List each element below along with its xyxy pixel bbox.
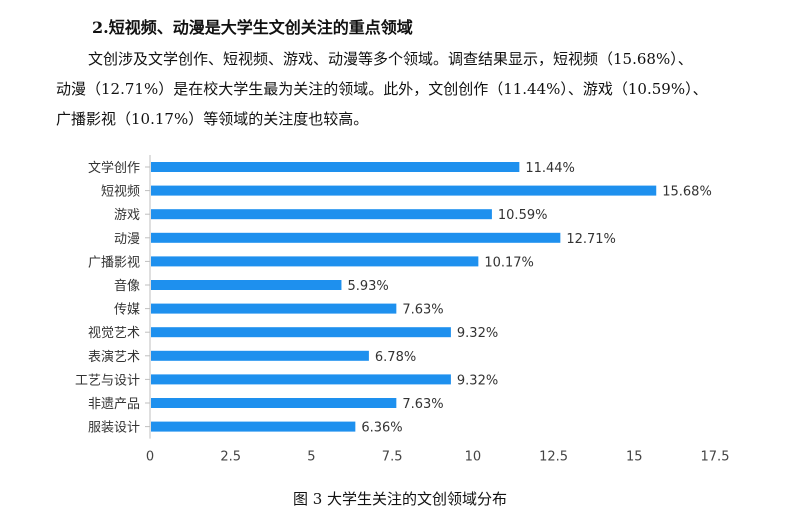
category-label: 非遗产品 <box>88 397 140 412</box>
bar-chart: 文学创作 11.44% 短视频 15.68% 游戏 10.59% 动漫 12.71% 广播影视 1… <box>75 155 730 465</box>
category-label: 游戏 <box>114 208 140 223</box>
category-label: 音像 <box>114 278 140 294</box>
value-label: 12.71% <box>566 232 616 247</box>
value-label: 6.78% <box>375 350 416 365</box>
bar <box>151 280 342 290</box>
x-tick-label: 7.5 <box>382 450 403 465</box>
x-tick-label: 2.5 <box>220 450 241 465</box>
value-label: 6.36% <box>361 421 402 436</box>
value-label: 10.17% <box>484 255 534 270</box>
figure-caption: 图 3 大学生关注的文创领域分布 <box>292 490 508 508</box>
bar <box>151 350 369 361</box>
bar <box>151 185 657 196</box>
paragraph-line-2: 动漫（12.71%）是在校大学生最为关注的领域。此外，文创创作（11.44%）、… <box>56 80 708 98</box>
bar <box>151 327 451 338</box>
category-label: 表演艺术 <box>88 349 140 365</box>
x-tick-label: 17.5 <box>701 450 730 465</box>
value-label: 10.59% <box>498 208 548 223</box>
value-label: 7.63% <box>402 397 443 412</box>
category-label: 广播影视 <box>88 255 140 270</box>
x-tick-label: 5 <box>307 450 315 465</box>
x-tick-label: 12.5 <box>539 450 568 465</box>
bar <box>151 374 451 385</box>
category-label: 动漫 <box>114 232 140 247</box>
value-label: 9.32% <box>457 326 498 341</box>
value-label: 7.63% <box>402 303 443 318</box>
paragraph-line-3: 广播影视（10.17%）等领域的关注度也较高。 <box>56 110 369 128</box>
category-label: 视觉艺术 <box>88 326 140 341</box>
bar <box>151 398 397 408</box>
category-label: 短视频 <box>101 185 140 200</box>
bar <box>151 303 397 314</box>
x-tick-label: 15 <box>626 450 643 465</box>
x-tick-label: 10 <box>465 450 482 465</box>
category-label: 传媒 <box>114 303 140 318</box>
category-label: 服装设计 <box>88 421 140 436</box>
value-label: 15.68% <box>662 185 712 200</box>
bar <box>151 256 479 267</box>
category-label: 工艺与设计 <box>75 373 140 388</box>
value-label: 9.32% <box>457 373 498 388</box>
x-tick-label: 0 <box>146 450 154 465</box>
bar <box>151 162 520 172</box>
bar <box>151 209 492 220</box>
section-heading: 2.短视频、动漫是大学生文创关注的重点领域 <box>92 18 413 37</box>
intro-paragraph: 文创涉及文学创作、短视频、游戏、动漫等多个领域。调查结果显示，短视频（15.68… <box>56 44 756 134</box>
category-label: 文学创作 <box>88 160 140 176</box>
bar <box>151 421 356 432</box>
value-label: 11.44% <box>525 161 575 176</box>
value-label: 5.93% <box>347 279 388 294</box>
paragraph-line-1: 文创涉及文学创作、短视频、游戏、动漫等多个领域。调查结果显示，短视频（15.68… <box>88 50 693 68</box>
bar <box>151 232 561 243</box>
